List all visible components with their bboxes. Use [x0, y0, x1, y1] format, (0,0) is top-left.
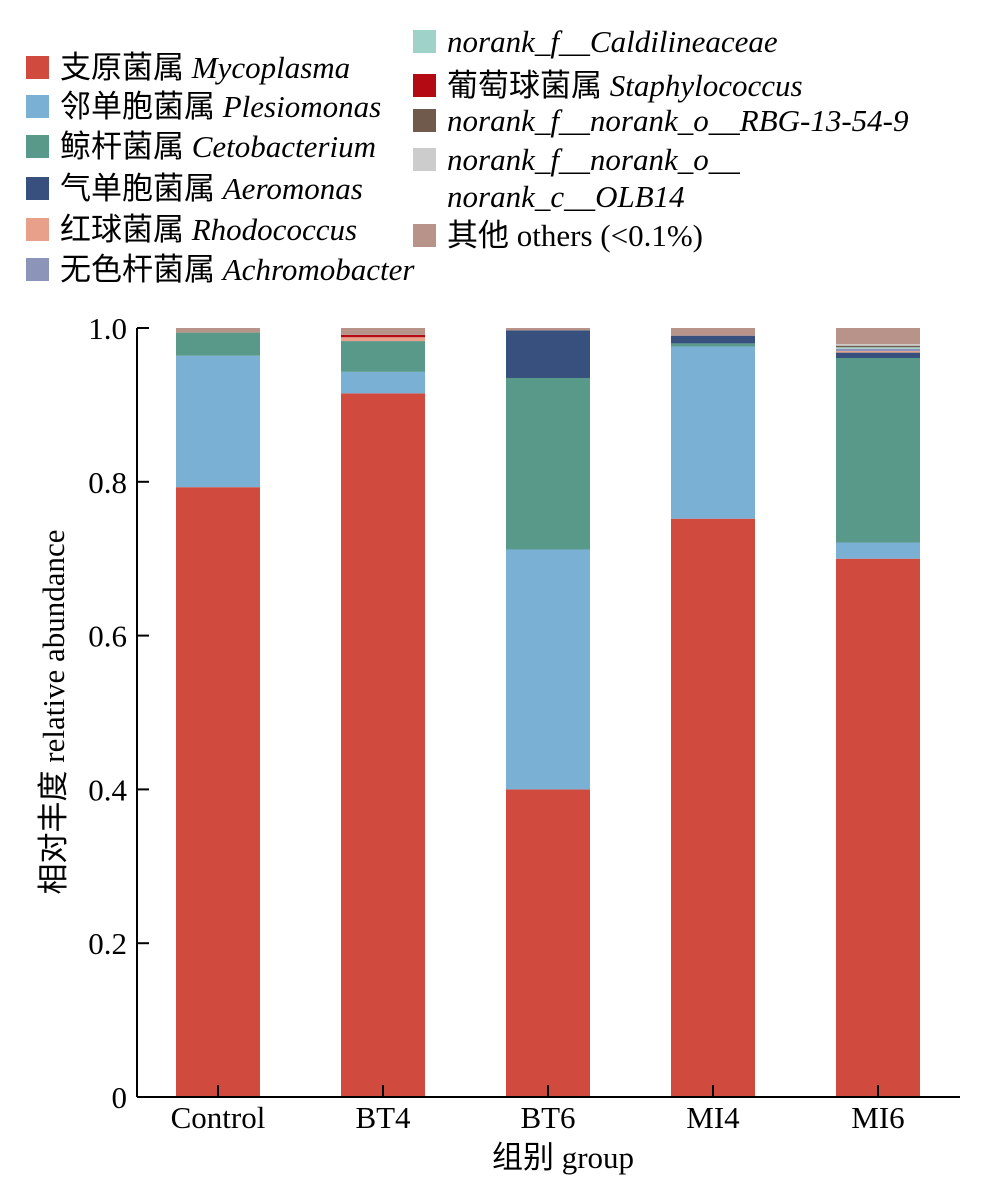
legend-swatch — [26, 177, 49, 200]
bar-segment-bt6-3 — [506, 330, 590, 378]
x-tick-label: Control — [171, 1100, 266, 1135]
bars — [176, 328, 920, 1098]
legend-swatch — [26, 218, 49, 241]
bar-segment-bt4-0 — [341, 393, 425, 1097]
legend-label: 鲸杆菌属 Cetobacterium — [60, 129, 376, 164]
bar-segment-bt4-1 — [341, 371, 425, 394]
bar-stack-bt4 — [341, 328, 425, 1097]
legend-label: 支原菌属 Mycoplasma — [60, 50, 350, 85]
y-tick-label: 0.2 — [88, 926, 127, 961]
bar-stack-control — [176, 328, 260, 1098]
legend-swatch — [26, 135, 49, 158]
legend-item-2: 鲸杆菌属 Cetobacterium — [26, 129, 376, 164]
y-tick-label: 1.0 — [88, 311, 127, 346]
bar-segment-bt6-0 — [506, 789, 590, 1097]
y-tick-label: 0.6 — [88, 619, 127, 654]
bar-segment-mi6-2 — [836, 357, 920, 543]
legend-swatch — [413, 74, 436, 97]
legend-label: 气单胞菌属 Aeromonas — [60, 171, 363, 206]
bar-segment-mi6-9 — [836, 344, 920, 346]
legend-item-0: 支原菌属 Mycoplasma — [26, 50, 350, 85]
bar-segment-bt4-4 — [341, 337, 425, 342]
legend-swatch — [413, 30, 436, 53]
x-tick-label: MI4 — [686, 1100, 740, 1135]
bar-segment-mi4-3 — [671, 335, 755, 344]
legend-label: norank_f__norank_o__ — [447, 142, 740, 177]
bar-segment-control-0 — [176, 487, 260, 1098]
x-tick-label: BT4 — [355, 1100, 411, 1135]
bar-segment-bt6-10 — [506, 328, 590, 331]
bar-segment-control-2 — [176, 332, 260, 356]
y-tick-label: 0.4 — [88, 772, 127, 807]
bar-segment-mi6-4 — [836, 351, 920, 353]
bar-segment-mi6-0 — [836, 558, 920, 1097]
x-axis-title: 组别 group — [492, 1140, 634, 1175]
legend-item-10: 其他 others (<0.1%) — [413, 218, 703, 253]
bar-segment-control-1 — [176, 355, 260, 488]
bar-segment-bt6-1 — [506, 549, 590, 790]
y-tick-label: 0 — [112, 1080, 128, 1115]
legend-item-6: norank_f__Caldilineaceae — [413, 24, 778, 59]
legend-label: 其他 others (<0.1%) — [447, 218, 703, 253]
x-tick-label: MI6 — [851, 1100, 904, 1135]
legend: 支原菌属 Mycoplasma 邻单胞菌属 Plesiomonas 鲸杆菌属 Cet… — [26, 24, 909, 287]
bar-segment-mi6-6 — [836, 347, 920, 349]
legend-label: norank_f__norank_o__RBG-13-54-9 — [447, 103, 909, 138]
legend-item-9: norank_f__norank_o__norank_c__OLB14 — [413, 142, 740, 214]
bar-segment-mi6-8 — [836, 345, 920, 348]
bar-stack-mi4 — [671, 328, 755, 1097]
bar-segment-mi6-10 — [836, 328, 920, 345]
y-axis-title: 相对丰度 relative abundance — [36, 530, 71, 895]
legend-item-4: 红球菌属 Rhodococcus — [26, 212, 357, 247]
bar-segment-bt4-2 — [341, 341, 425, 372]
legend-label: 红球菌属 Rhodococcus — [60, 212, 357, 247]
legend-label: 无色杆菌属 Achromobacter — [60, 252, 415, 287]
bar-stack-mi6 — [836, 328, 920, 1097]
bar-segment-mi6-5 — [836, 348, 920, 352]
bar-segment-mi6-1 — [836, 542, 920, 559]
legend-label: norank_f__Caldilineaceae — [447, 24, 778, 59]
bar-segment-mi4-1 — [671, 346, 755, 519]
legend-item-8: norank_f__norank_o__RBG-13-54-9 — [413, 103, 909, 138]
legend-item-7: 葡萄球菌属 Staphylococcus — [413, 68, 803, 103]
y-ticks: 0 0.2 0.4 0.6 0.8 1.0 — [88, 311, 149, 1115]
bar-segment-bt6-2 — [506, 377, 590, 550]
legend-label: 邻单胞菌属 Plesiomonas — [60, 89, 381, 124]
bar-segment-bt4-10 — [341, 328, 425, 335]
bar-segment-mi4-2 — [671, 343, 755, 347]
bar-segment-mi4-0 — [671, 518, 755, 1097]
legend-swatch — [26, 95, 49, 118]
bar-segment-mi4-10 — [671, 328, 755, 336]
legend-label: 葡萄球菌属 Staphylococcus — [447, 68, 803, 103]
legend-label-continued: norank_c__OLB14 — [447, 179, 685, 214]
x-tick-label: BT6 — [520, 1100, 575, 1135]
legend-swatch — [413, 148, 436, 171]
bar-segment-mi6-3 — [836, 352, 920, 358]
y-tick-label: 0.8 — [88, 465, 127, 500]
legend-swatch — [26, 56, 49, 79]
bar-segment-bt4-7 — [341, 334, 425, 338]
legend-item-5: 无色杆菌属 Achromobacter — [26, 252, 415, 287]
x-ticks: Control BT4 BT6 MI4 MI6 — [171, 1085, 905, 1135]
legend-item-1: 邻单胞菌属 Plesiomonas — [26, 89, 381, 124]
legend-item-3: 气单胞菌属 Aeromonas — [26, 171, 363, 206]
axes: 0 0.2 0.4 0.6 0.8 1.0 Control BT4 BT6 MI4 MI6 相对丰… — [36, 311, 960, 1175]
legend-swatch — [413, 109, 436, 132]
legend-swatch — [413, 224, 436, 247]
bar-segment-control-10 — [176, 328, 260, 333]
legend-swatch — [26, 258, 49, 281]
bar-stack-bt6 — [506, 328, 590, 1097]
